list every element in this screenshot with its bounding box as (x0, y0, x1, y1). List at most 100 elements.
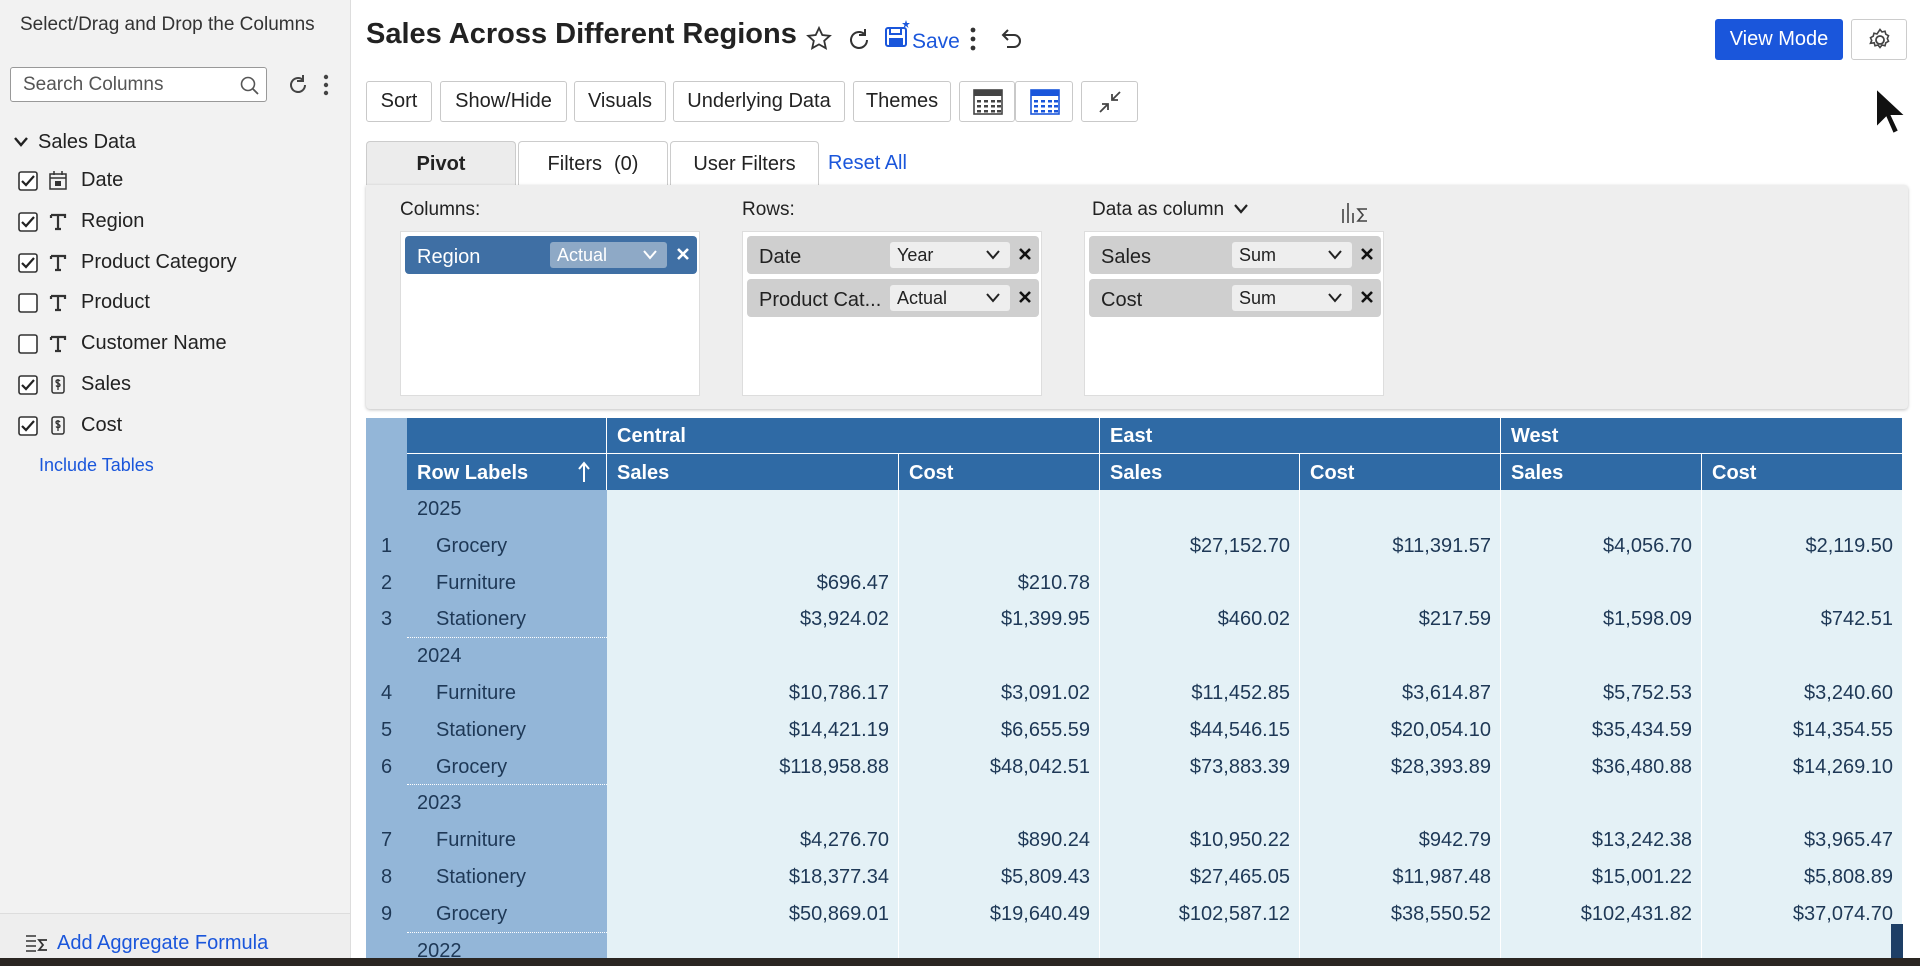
field-chip[interactable]: Date Year (747, 236, 1039, 274)
data-cell (899, 710, 1100, 748)
more-menu-icon[interactable] (969, 27, 977, 53)
toolbar-button[interactable]: Sort (366, 81, 432, 122)
chip-select[interactable]: Actual (890, 285, 1010, 311)
save-icon[interactable] (884, 20, 910, 48)
toolbar-button[interactable]: Visuals (574, 81, 666, 122)
field-chip[interactable]: Product Cat... Actual (747, 279, 1039, 317)
remove-icon[interactable] (1019, 248, 1031, 260)
data-cell (1501, 931, 1702, 958)
field-name[interactable]: Region (81, 209, 145, 232)
chart-sum-icon[interactable] (1341, 199, 1371, 225)
tab[interactable]: User Filters (670, 141, 819, 185)
data-cell (1100, 674, 1300, 711)
include-tables-link[interactable]: Include Tables (39, 455, 154, 475)
data-cell (1501, 526, 1702, 564)
toolbar-button[interactable]: Show/Hide (440, 81, 567, 122)
save-button[interactable]: Save (912, 30, 960, 53)
value: $11,452.85 (1191, 682, 1290, 704)
remove-icon[interactable] (677, 248, 689, 260)
chip-select[interactable]: Year (890, 242, 1010, 268)
tab[interactable]: Filters (0) (518, 141, 668, 185)
measure-header[interactable]: Sales (1100, 453, 1300, 490)
value: $73,883.39 (1189, 755, 1290, 778)
collapse-icon[interactable] (13, 136, 29, 148)
dropdown-arrow (986, 293, 1000, 303)
data-cell (607, 674, 899, 711)
pivot-config-panel: Columns: Region Actual Rows: Date Year Product… (366, 185, 1908, 409)
checkbox[interactable] (18, 252, 38, 273)
field-type-icon (51, 416, 65, 435)
field-chip[interactable]: Cost Sum (1089, 279, 1381, 317)
remove-icon[interactable] (1361, 291, 1373, 303)
value: $13,242.38 (1591, 829, 1692, 852)
field-name[interactable]: Cost (81, 413, 123, 436)
data-cell (1702, 600, 1903, 638)
chip-select[interactable]: Actual (550, 242, 667, 268)
field-name[interactable]: Sales (81, 373, 132, 395)
measure-header[interactable]: Cost (899, 453, 1100, 490)
row-index: 4 (380, 682, 393, 704)
pivot-view-button[interactable] (1015, 81, 1073, 122)
checkbox[interactable] (18, 211, 38, 232)
add-formula-link[interactable]: Add Aggregate Formula (57, 932, 269, 954)
value: $14,269.10 (1792, 755, 1893, 778)
compact-button[interactable] (1081, 81, 1138, 122)
value: $27,152.70 (1189, 534, 1290, 557)
tab-label: Filters (547, 153, 602, 175)
data-cell (1100, 747, 1300, 785)
toolbar-button[interactable]: Themes (853, 81, 951, 122)
reset-all-link[interactable]: Reset All (828, 152, 907, 174)
measure-header[interactable]: Cost (1300, 453, 1501, 490)
checkbox[interactable] (18, 334, 38, 354)
field-name[interactable]: Product (81, 291, 150, 314)
checkbox[interactable] (18, 293, 38, 314)
measure-header[interactable]: Sales (607, 453, 899, 490)
remove-icon[interactable] (1361, 248, 1373, 260)
sidebar-footer: Add Aggregate Formula (0, 913, 350, 958)
tab[interactable]: Pivot (366, 141, 516, 185)
field-name[interactable]: Customer Name (81, 332, 227, 355)
data-cell (607, 821, 899, 858)
toolbar-button[interactable]: Underlying Data (673, 81, 845, 122)
data-cell (1100, 563, 1300, 601)
data-cell (899, 563, 1100, 601)
sort-arrow (578, 461, 590, 482)
label-cell (407, 747, 607, 785)
remove-icon[interactable] (1019, 291, 1031, 303)
more-icon[interactable] (322, 74, 330, 98)
chip-field: Cost (1101, 289, 1143, 311)
value: $118,958.88 (779, 755, 889, 778)
field-chip[interactable]: Region Actual (405, 236, 697, 274)
index-cell (366, 858, 407, 895)
refresh-icon[interactable] (287, 74, 309, 96)
chip-option: Sum (1239, 288, 1277, 308)
chip-select[interactable]: Sum (1232, 242, 1352, 268)
row-labels-header[interactable]: Row Labels (407, 453, 607, 490)
star-icon[interactable] (806, 25, 832, 52)
drop-zone: Sales Sum Cost Sum (1084, 231, 1384, 396)
row-label: Furniture (436, 682, 517, 704)
field-name[interactable]: Date (81, 169, 124, 191)
value: $48,042.51 (989, 755, 1090, 778)
value: $18,377.34 (788, 866, 889, 888)
chip-select[interactable]: Sum (1232, 285, 1352, 311)
measure-header[interactable]: Sales (1501, 453, 1702, 490)
field-name[interactable]: Product Category (81, 250, 237, 273)
field-chip[interactable]: Sales Sum (1089, 236, 1381, 274)
checkbox[interactable] (18, 415, 38, 436)
table-view-button[interactable] (959, 81, 1015, 122)
settings-button[interactable] (1851, 19, 1907, 60)
checkbox[interactable] (18, 171, 38, 191)
data-dropdown-arrow[interactable] (1234, 204, 1248, 214)
undo-icon[interactable] (999, 27, 1023, 49)
reload-icon[interactable] (847, 28, 871, 52)
search-box[interactable]: Search Columns (10, 67, 267, 102)
data-cell (1300, 931, 1501, 958)
value: $15,001.22 (1591, 866, 1692, 888)
measure-header[interactable]: Cost (1702, 453, 1903, 490)
data-cell (607, 526, 899, 564)
view-mode-button[interactable]: View Mode (1715, 19, 1843, 60)
checkbox[interactable] (18, 375, 38, 395)
measure-name: Sales (1110, 462, 1163, 484)
tab-label: Pivot (416, 153, 466, 175)
